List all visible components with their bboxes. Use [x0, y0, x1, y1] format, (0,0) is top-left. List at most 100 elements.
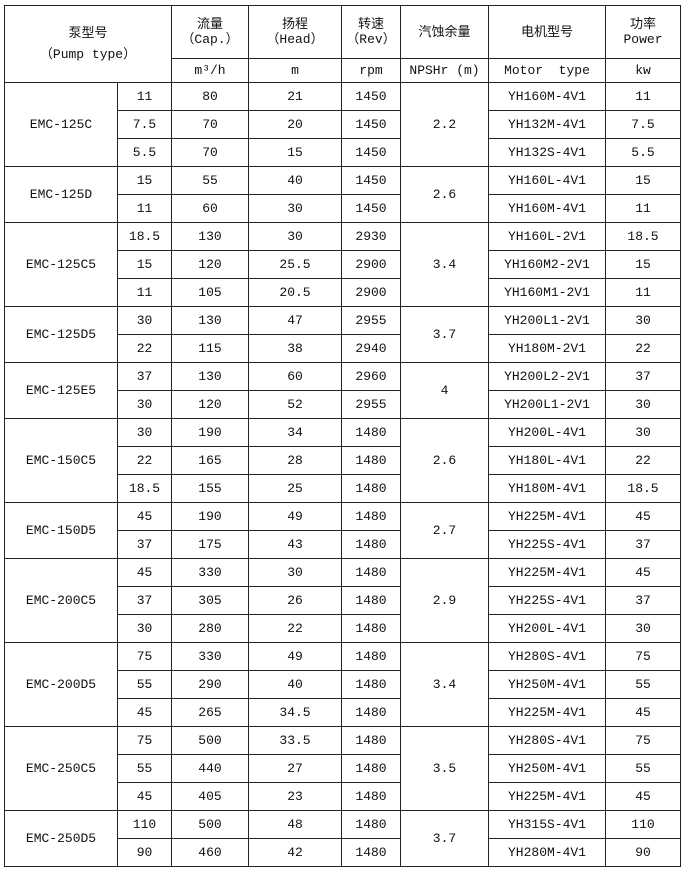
motor-type: YH280S-4V1	[488, 726, 606, 755]
head: 21	[248, 82, 342, 111]
table-row: EMC-125D 15 55 40 1450 2.6 YH160L-4V1 15	[4, 166, 681, 223]
power: 37	[605, 530, 681, 559]
motor-type: YH160M1-2V1	[488, 278, 606, 307]
table-row: EMC-150C5 30 190 34 1480 2.6 YH200L-4V1 30	[4, 418, 681, 503]
table-row: 11 60 30 1450 YH160M-4V1 11	[5, 194, 681, 223]
power-sub: 18.5	[117, 222, 172, 251]
pump-model: EMC-125C	[4, 82, 118, 167]
power: 11	[605, 82, 681, 111]
unit-rev: rpm	[341, 58, 401, 83]
table-row: EMC-200D5 75 330 49 1480 3.4 YH280S-4V1 75	[4, 642, 681, 727]
pump-model: EMC-125D5	[4, 306, 118, 363]
head: 15	[248, 138, 342, 167]
speed: 1480	[341, 474, 401, 503]
power-sub: 18.5	[117, 474, 172, 503]
capacity: 165	[171, 446, 249, 475]
power: 22	[605, 334, 681, 363]
capacity: 120	[171, 390, 249, 419]
pump-model: EMC-150D5	[4, 502, 118, 559]
capacity: 60	[171, 194, 249, 223]
pump-model: EMC-125C5	[4, 222, 118, 307]
npshr-value: 2.2	[400, 82, 489, 167]
table-row: 7.5 70 20 1450 YH132M-4V1 7.5	[5, 110, 681, 139]
speed: 1480	[341, 418, 401, 447]
head: 20.5	[248, 278, 342, 307]
power-sub: 15	[117, 166, 172, 195]
power: 11	[605, 278, 681, 307]
npshr-value: 3.5	[400, 726, 489, 811]
head: 42	[248, 838, 342, 867]
units-row: m³/h m rpm NPSHr (m) Motor type kw	[5, 58, 681, 83]
header-motor: 电机型号	[488, 5, 606, 59]
motor-type: YH280M-4V1	[488, 838, 606, 867]
head: 60	[248, 362, 342, 391]
head: 38	[248, 334, 342, 363]
speed: 1450	[341, 82, 401, 111]
head: 33.5	[248, 726, 342, 755]
speed: 1450	[341, 110, 401, 139]
power: 45	[605, 558, 681, 587]
motor-type: YH160M-4V1	[488, 82, 606, 111]
motor-type: YH200L1-2V1	[488, 306, 606, 335]
head: 40	[248, 670, 342, 699]
head: 23	[248, 782, 342, 811]
power: 30	[605, 306, 681, 335]
head: 27	[248, 754, 342, 783]
power-sub: 11	[117, 194, 172, 223]
motor-type: YH132M-4V1	[488, 110, 606, 139]
capacity: 80	[171, 82, 249, 111]
power-sub: 30	[117, 306, 172, 335]
npshr-value: 2.6	[400, 418, 489, 503]
pump-model: EMC-200D5	[4, 642, 118, 727]
power: 110	[605, 810, 681, 839]
power-sub: 11	[117, 278, 172, 307]
power: 22	[605, 446, 681, 475]
power-sub: 90	[117, 838, 172, 867]
capacity: 130	[171, 362, 249, 391]
header-power: 功率 Power	[605, 5, 681, 59]
head: 30	[248, 222, 342, 251]
power-sub: 30	[117, 418, 172, 447]
motor-type: YH225M-4V1	[488, 502, 606, 531]
header-row: 泵型号 （Pump type） 流量 （Cap.） 扬程 （Head） 转速 （Rev…	[4, 5, 681, 83]
power: 15	[605, 166, 681, 195]
pump-spec-table: 泵型号 （Pump type） 流量 （Cap.） 扬程 （Head） 转速 （Rev…	[4, 5, 681, 867]
power-sub: 37	[117, 530, 172, 559]
capacity: 330	[171, 642, 249, 671]
power: 15	[605, 250, 681, 279]
power: 55	[605, 670, 681, 699]
npshr-value: 3.7	[400, 810, 489, 867]
motor-type: YH132S-4V1	[488, 138, 606, 167]
head: 40	[248, 166, 342, 195]
power: 5.5	[605, 138, 681, 167]
power: 18.5	[605, 222, 681, 251]
power: 55	[605, 754, 681, 783]
capacity: 190	[171, 418, 249, 447]
head: 30	[248, 558, 342, 587]
head: 22	[248, 614, 342, 643]
head: 26	[248, 586, 342, 615]
table-row: EMC-150D5 45 190 49 1480 2.7 YH225M-4V1 45	[4, 502, 681, 559]
table-row: 55 440 27 1480 YH250M-4V1 55	[5, 754, 681, 783]
speed: 1480	[341, 726, 401, 755]
npshr-value: 3.4	[400, 642, 489, 727]
capacity: 330	[171, 558, 249, 587]
power: 7.5	[605, 110, 681, 139]
motor-type: YH180L-4V1	[488, 446, 606, 475]
power: 11	[605, 194, 681, 223]
speed: 1480	[341, 754, 401, 783]
capacity: 130	[171, 306, 249, 335]
header-npshr: 汽蚀余量	[400, 5, 489, 59]
npshr-value: 2.7	[400, 502, 489, 559]
power-sub: 110	[117, 810, 172, 839]
motor-type: YH315S-4V1	[488, 810, 606, 839]
power: 45	[605, 698, 681, 727]
motor-type: YH160L-2V1	[488, 222, 606, 251]
power: 18.5	[605, 474, 681, 503]
motor-type: YH160M-4V1	[488, 194, 606, 223]
capacity: 175	[171, 530, 249, 559]
motor-type: YH160L-4V1	[488, 166, 606, 195]
capacity: 500	[171, 726, 249, 755]
capacity: 305	[171, 586, 249, 615]
capacity: 70	[171, 110, 249, 139]
